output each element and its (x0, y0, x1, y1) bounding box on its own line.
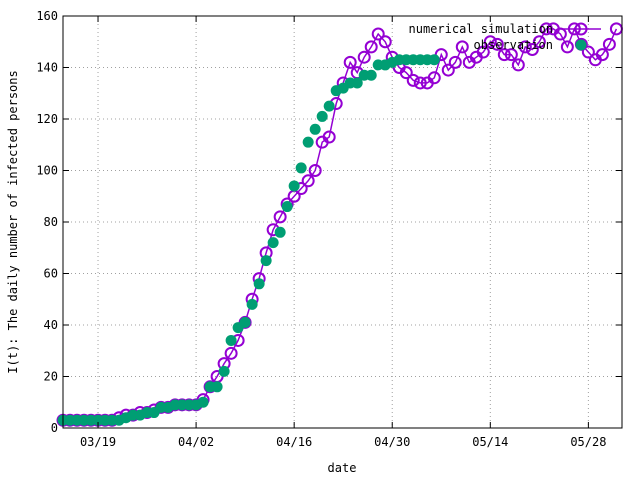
simulation-point (518, 40, 532, 54)
x-tick-label: 04/16 (276, 435, 312, 449)
observation-point (281, 201, 293, 213)
legend: numerical simulation observation (409, 22, 601, 52)
simulation-point (343, 55, 357, 69)
x-tick-label: 05/14 (472, 435, 508, 449)
y-tick-label: 160 (36, 9, 58, 23)
axes: 0 20 40 60 80 100 120 140 160 03/19 04/02 04/16 04/3… (36, 9, 622, 449)
legend-label-simulation: numerical simulation (409, 22, 554, 36)
simulation-point (273, 210, 287, 224)
simulation-point (539, 22, 553, 36)
simulation-point (413, 76, 427, 90)
y-tick-label: 100 (36, 164, 58, 178)
observation-point (288, 180, 300, 192)
simulation-point (581, 45, 595, 59)
simulation-point (357, 50, 371, 64)
y-tick-label: 40 (44, 318, 58, 332)
series-layer (56, 22, 623, 427)
legend-label-observation: observation (474, 38, 553, 52)
simulation-point (504, 48, 518, 62)
simulation-point (224, 346, 238, 360)
legend-marker-observation (575, 39, 587, 51)
simulation-point (609, 22, 623, 36)
simulation-point (476, 45, 490, 59)
x-tick-label: 04/30 (374, 435, 410, 449)
simulation-point (448, 55, 462, 69)
simulation-point (371, 27, 385, 41)
simulation-point (511, 58, 525, 72)
observation-point (253, 278, 265, 290)
observation-point (295, 162, 307, 174)
observation-point (316, 110, 328, 122)
observation-point (197, 396, 209, 408)
simulation-point (378, 35, 392, 49)
observation-point (302, 136, 314, 148)
simulation-point (497, 48, 511, 62)
observation-point (260, 255, 272, 267)
legend-marker-simulation (574, 22, 588, 36)
y-tick-label: 60 (44, 267, 58, 281)
simulation-point (301, 174, 315, 188)
simulation-point (308, 164, 322, 177)
x-axis-label: date (328, 461, 357, 475)
x-tick-label: 03/19 (80, 435, 116, 449)
observation-point (274, 226, 286, 238)
simulation-point (322, 130, 336, 144)
y-tick-label: 140 (36, 61, 58, 75)
observation-point (267, 237, 279, 249)
simulation-point (483, 35, 497, 49)
observation-point (428, 54, 440, 66)
grid (63, 16, 622, 428)
simulation-point (427, 71, 441, 85)
observation-point (211, 381, 223, 393)
y-tick-label: 80 (44, 215, 58, 229)
simulation-point (406, 73, 420, 87)
simulation-point (602, 37, 616, 51)
simulation-point (532, 35, 546, 49)
x-tick-label: 05/28 (570, 435, 606, 449)
simulation-point (441, 63, 455, 77)
simulation-point (525, 42, 539, 56)
simulation-point (490, 37, 504, 51)
observation-point (351, 77, 363, 89)
observation-point (246, 298, 258, 310)
observation-point (218, 365, 230, 377)
simulation-point (455, 40, 469, 54)
simulation-point (560, 40, 574, 54)
simulation-point (399, 66, 413, 80)
observation-point (365, 69, 377, 81)
observation-point (225, 334, 237, 346)
y-axis-label: I(t): The daily number of infected perso… (6, 70, 20, 373)
y-tick-label: 20 (44, 370, 58, 384)
observation-point (239, 316, 251, 328)
simulation-point (595, 48, 609, 62)
x-tick-label: 04/02 (178, 435, 214, 449)
observation-point (323, 100, 335, 112)
simulation-point (364, 40, 378, 54)
observation-point (309, 123, 321, 135)
y-tick-label: 0 (51, 421, 58, 435)
y-tick-label: 120 (36, 112, 58, 126)
